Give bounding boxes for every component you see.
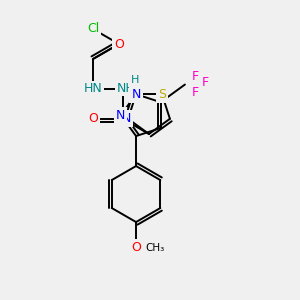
Text: N: N (122, 112, 131, 125)
Text: N: N (131, 88, 141, 101)
Text: CH₃: CH₃ (145, 242, 164, 253)
Text: Cl: Cl (87, 22, 99, 35)
Text: O: O (88, 112, 98, 125)
Text: F: F (191, 70, 199, 83)
Text: H: H (131, 75, 139, 85)
Text: F: F (201, 76, 208, 89)
Text: F: F (191, 86, 199, 99)
Text: O: O (114, 38, 124, 50)
Text: O: O (131, 241, 141, 254)
Text: NH: NH (117, 82, 135, 94)
Text: N: N (116, 109, 125, 122)
Text: HN: HN (84, 82, 102, 95)
Text: S: S (158, 88, 166, 101)
